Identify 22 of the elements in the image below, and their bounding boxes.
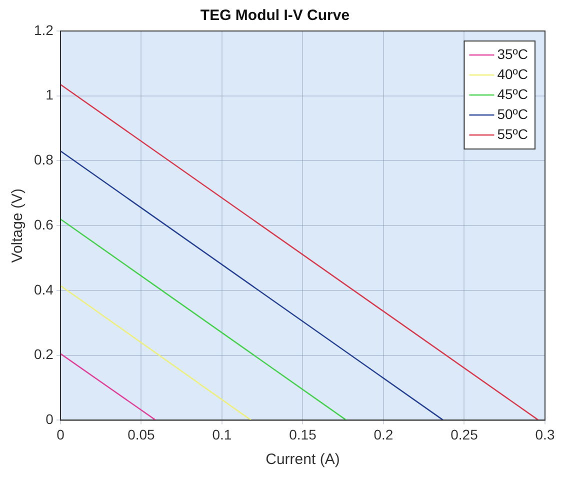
legend-label: 55ºC: [497, 126, 528, 142]
x-tick-label: 0.2: [374, 426, 394, 442]
y-tick-label: 0.2: [34, 346, 54, 362]
y-tick-label: 0.8: [34, 152, 54, 168]
legend-label: 35ºC: [497, 46, 528, 62]
y-tick-label: 0.6: [34, 216, 54, 232]
y-tick-label: 1: [46, 86, 54, 103]
x-tick-label: 0.15: [289, 426, 317, 442]
x-tick-label: 0.05: [128, 426, 156, 442]
y-tick-label: 0: [46, 411, 54, 428]
y-tick-label: 0.4: [34, 281, 54, 298]
x-tick-label: 0: [56, 426, 65, 442]
legend-label: 50ºC: [497, 106, 528, 122]
legend-label: 45ºC: [497, 86, 528, 102]
legend-label: 40ºC: [497, 66, 528, 82]
y-axis-title: Voltage (V): [9, 188, 26, 263]
chart-title: TEG Modul I-V Curve: [200, 7, 350, 24]
x-tick-label: 0.1: [212, 426, 232, 442]
y-tick-label: 1.2: [34, 22, 54, 38]
x-tick-label: 0.3: [535, 426, 555, 442]
x-axis-title: Current (A): [266, 451, 340, 468]
x-tick-label: 0.25: [450, 426, 478, 442]
